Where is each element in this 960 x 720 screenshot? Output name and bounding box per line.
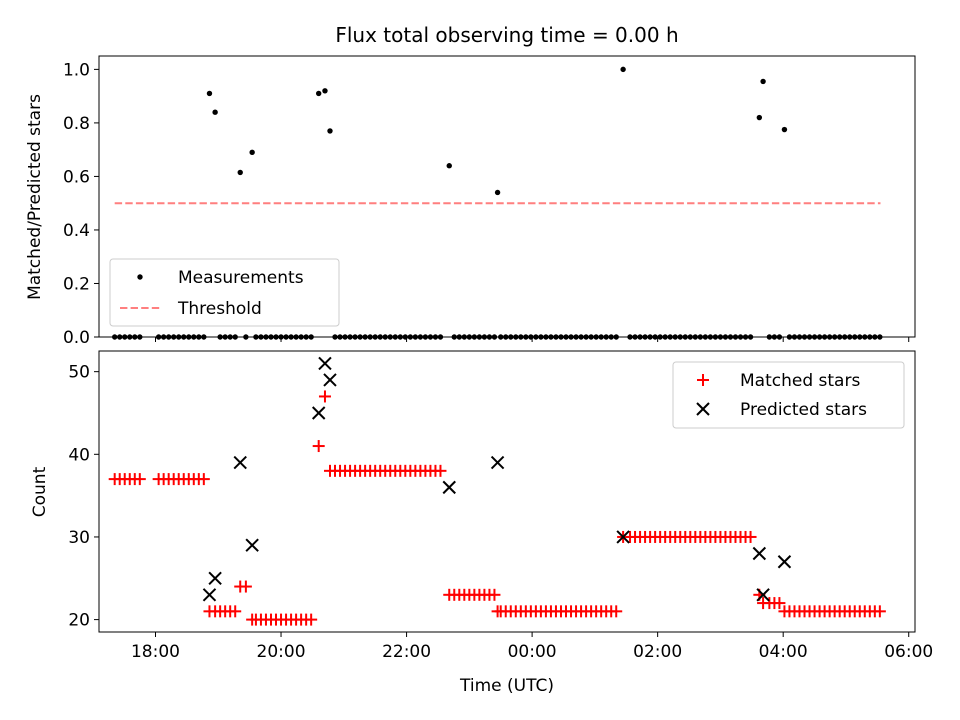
predicted-stars-point [756, 588, 770, 602]
matched-stars-point [318, 390, 331, 403]
matched-stars-point [488, 588, 501, 601]
legend-measurements-marker [137, 274, 143, 280]
count-axis-ticks: 20 30 40 50 18:00 20:00 22:00 00:00 02:00 04:00 06… [68, 363, 933, 662]
ratio-y-axis-label: Matched/Predicted stars [25, 94, 45, 300]
predicted-stars-point [442, 480, 456, 495]
ratio-y-tick-label: 0.4 [63, 221, 90, 241]
legend-matched-marker [697, 374, 709, 386]
measurement-point [620, 66, 626, 73]
count-x-tick-label: 22:00 [382, 642, 431, 662]
measurement-point [494, 189, 501, 196]
matched-stars-point [229, 605, 242, 618]
count-y-tick-label: 40 [68, 445, 90, 465]
predicted-stars-point [233, 455, 247, 470]
count-y-tick-label: 50 [68, 363, 90, 383]
count-legend: Matched stars Predicted stars [672, 361, 905, 429]
measurement-point [249, 149, 255, 156]
measurement-point [237, 169, 243, 176]
measurement-point [206, 90, 213, 97]
predicted-stars-point [202, 588, 217, 602]
predicted-stars-point [616, 530, 630, 544]
chart-title: Flux total observing time = 0.00 h [335, 23, 678, 47]
count-x-tick-label: 00:00 [508, 642, 557, 662]
count-legend-box [672, 361, 905, 429]
count-axes-frame [98, 350, 916, 633]
matched-stars-point [305, 613, 318, 626]
matched-stars-point [773, 597, 786, 610]
matched-stars-point [239, 580, 252, 593]
predicted-stars-point [208, 571, 222, 585]
ratio-y-tick-label: 0.2 [63, 274, 90, 294]
ratio-y-tick-label: 0.6 [63, 167, 90, 187]
matched-stars-point [744, 530, 757, 543]
measurement-point [781, 126, 788, 133]
matched-stars-point [133, 473, 146, 486]
predicted-stars-point [245, 538, 259, 552]
legend-predicted-label: Predicted stars [740, 400, 867, 420]
ratio-legend: Measurements Threshold [109, 258, 340, 327]
legend-measurements-label: Measurements [178, 268, 304, 288]
predicted-stars-point [777, 555, 792, 569]
count-marks [108, 356, 886, 626]
predicted-stars-point [311, 406, 326, 420]
legend-matched-label: Matched stars [740, 371, 860, 391]
ratio-axes-frame [98, 55, 916, 338]
predicted-stars-point [318, 356, 332, 371]
x-axis-label: Time (UTC) [459, 676, 554, 696]
ratio-y-tick-label: 0.8 [63, 114, 90, 134]
matched-stars-point [434, 464, 447, 477]
legend-predicted-marker [696, 402, 710, 416]
predicted-stars-point [323, 373, 337, 387]
measurement-point [446, 163, 452, 169]
predicted-stars-point [752, 546, 767, 561]
count-x-tick-label: 06:00 [884, 642, 933, 662]
count-x-tick-label: 04:00 [759, 642, 808, 662]
ratio-y-tick-label: 1.0 [63, 60, 90, 80]
matched-stars-point [610, 605, 623, 618]
count-x-tick-label: 18:00 [131, 642, 180, 662]
count-x-tick-label: 02:00 [633, 642, 682, 662]
ratio-y-tick-label: 0.0 [63, 328, 90, 348]
count-y-tick-label: 30 [68, 528, 90, 548]
ratio-panel: Flux total observing time = 0.00 h 0.00.… [25, 23, 916, 348]
matched-stars-point [197, 473, 210, 486]
measurement-point [327, 128, 333, 134]
ratio-legend-box [109, 258, 340, 327]
matched-stars-point [873, 605, 886, 618]
count-x-tick-label: 20:00 [257, 642, 306, 662]
measurement-point [315, 90, 322, 97]
count-y-tick-label: 20 [68, 611, 90, 631]
predicted-stars-point [490, 455, 505, 470]
count-y-axis-label: Count [30, 466, 50, 517]
measurement-point [212, 109, 218, 115]
count-panel: 20 30 40 50 18:00 20:00 22:00 00:00 02:00 04:00 06… [30, 350, 933, 696]
measurement-point [760, 78, 766, 85]
legend-threshold-label: Threshold [177, 299, 262, 319]
ratio-axis-ticks: 0.0 0.2 0.4 0.6 0.8 1.0 [63, 60, 910, 348]
measurement-point [322, 88, 328, 94]
matched-stars-point [312, 440, 325, 453]
measurement-point [756, 114, 763, 121]
